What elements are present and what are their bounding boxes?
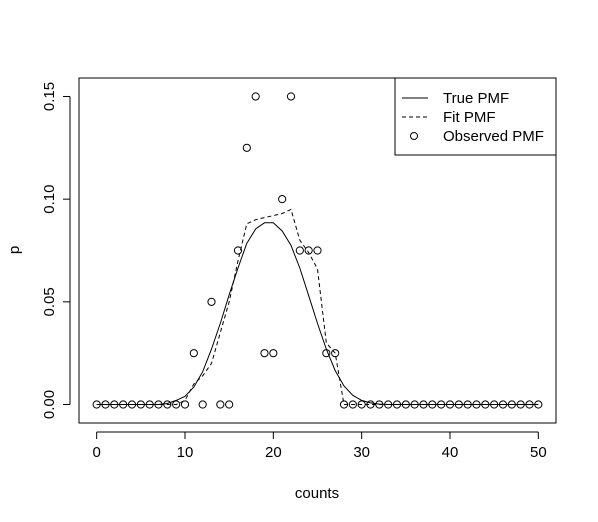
observed-pmf-point: [516, 400, 525, 409]
observed-pmf-point: [233, 246, 243, 255]
observed-pmf-point: [278, 195, 287, 204]
observed-pmf-point: [92, 400, 101, 409]
x-tick-label: 10: [177, 444, 194, 461]
observed-pmf-point: [507, 400, 516, 409]
observed-pmf-point: [180, 400, 190, 409]
observed-pmf-point: [498, 400, 508, 409]
observed-pmf-point: [339, 400, 349, 409]
x-tick-label: 30: [353, 444, 370, 461]
y-tick-label: 0.00: [41, 390, 58, 419]
y-tick-label: 0.15: [41, 82, 58, 111]
observed-pmf-point: [295, 246, 304, 255]
legend-fit-pmf-label: Fit PMF: [443, 109, 496, 126]
observed-pmf-point: [189, 349, 198, 358]
observed-pmf-point: [225, 400, 234, 409]
legend-box: [394, 77, 557, 156]
observed-pmf-point: [127, 400, 137, 409]
observed-pmf-point: [410, 400, 419, 409]
y-axis: 0.00 0.05 0.10 0.15: [41, 82, 71, 419]
observed-pmf-point: [198, 400, 207, 409]
true-pmf-line: [96, 222, 539, 405]
observed-pmf-point: [286, 92, 296, 101]
y-axis-label: p: [6, 246, 23, 254]
observed-pmf-point: [313, 246, 322, 255]
observed-pmf-point: [445, 400, 455, 409]
x-tick-label: 50: [530, 444, 547, 461]
observed-pmf-point: [145, 400, 154, 409]
observed-pmf-point: [534, 400, 543, 409]
fit-pmf-line: [96, 208, 539, 405]
observed-pmf-point: [419, 400, 428, 409]
x-axis-label: counts: [295, 485, 339, 502]
observed-pmf-point: [172, 400, 181, 409]
observed-pmf-point: [216, 400, 225, 409]
observed-pmf-point: [251, 92, 260, 101]
observed-pmf-point: [472, 400, 481, 409]
observed-pmf-point: [525, 400, 534, 409]
x-tick-label: 20: [265, 444, 282, 461]
observed-pmf-point: [136, 400, 145, 409]
x-tick-label: 40: [442, 444, 459, 461]
observed-pmf-point: [401, 400, 410, 409]
legend-true-pmf-label: True PMF: [443, 90, 509, 107]
observed-pmf-point: [154, 400, 163, 409]
observed-pmf-point: [110, 400, 119, 409]
observed-pmf-point: [428, 400, 437, 409]
y-tick-label: 0.05: [41, 287, 58, 316]
observed-pmf-point: [454, 400, 463, 409]
observed-pmf-point: [366, 400, 375, 409]
x-axis: 0 10 20 30 40 50: [92, 431, 547, 461]
observed-pmf-point: [357, 400, 366, 409]
legend-observed-pmf-swatch: [410, 132, 418, 140]
observed-pmf-point: [101, 400, 110, 409]
observed-pmf-point: [322, 349, 331, 358]
observed-pmf-point: [163, 400, 172, 409]
legend: True PMF Fit PMF Observed PMF: [394, 77, 557, 156]
observed-pmf-point: [260, 349, 269, 358]
legend-observed-pmf-label: Observed PMF: [443, 128, 544, 145]
observed-pmf-point: [437, 400, 446, 409]
observed-pmf-point: [481, 400, 490, 409]
observed-pmf-point: [392, 400, 402, 409]
observed-pmf-point: [384, 400, 393, 409]
observed-pmf-point: [348, 400, 357, 409]
observed-pmf-point: [119, 400, 128, 409]
x-tick-label: 0: [92, 444, 100, 461]
observed-pmf-point: [331, 349, 340, 358]
series-layer: [92, 92, 543, 409]
observed-pmf-point: [242, 143, 251, 152]
y-tick-label: 0.10: [41, 185, 58, 214]
observed-pmf-point: [490, 400, 499, 409]
observed-pmf-point: [375, 400, 384, 409]
observed-pmf-point: [269, 349, 278, 358]
observed-pmf-point: [304, 246, 313, 255]
plot-frame: [78, 77, 557, 424]
observed-pmf-point: [463, 400, 472, 409]
observed-pmf-point: [207, 297, 216, 306]
